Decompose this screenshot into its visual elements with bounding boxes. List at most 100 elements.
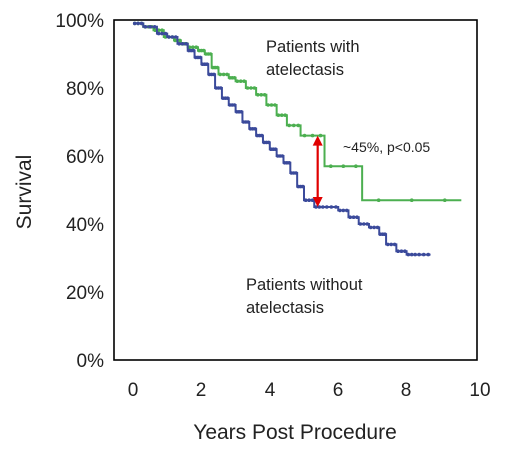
- censor-mark: [152, 25, 157, 29]
- censor-mark: [321, 205, 325, 209]
- censor-mark: [294, 171, 298, 175]
- y-tick-labels: 0% 20% 40% 60% 80% 100%: [55, 11, 104, 372]
- censor-mark: [184, 42, 188, 46]
- with-atelectasis-label-line1: Patients with: [266, 38, 360, 56]
- censor-mark: [156, 31, 161, 36]
- censor-mark: [208, 52, 213, 56]
- censor-mark: [348, 215, 352, 219]
- censor-mark: [325, 205, 329, 209]
- censor-mark: [177, 42, 181, 46]
- censor-mark: [212, 72, 216, 77]
- censor-mark: [338, 208, 342, 213]
- censor-mark: [417, 252, 421, 257]
- censor-mark: [191, 45, 195, 49]
- censor-mark: [170, 35, 175, 39]
- censor-mark: [260, 133, 264, 138]
- censor-mark: [341, 164, 346, 168]
- censor-mark: [249, 86, 253, 90]
- censor-mark: [354, 164, 358, 168]
- censor-mark: [132, 21, 137, 26]
- x-tick-labels: 0 2 4 6 8 10: [128, 380, 491, 401]
- censor-mark: [177, 38, 182, 43]
- censor-mark: [253, 127, 257, 131]
- x-tick-label: 2: [196, 380, 207, 401]
- censor-mark: [148, 25, 152, 29]
- censor-mark: [318, 133, 323, 138]
- censor-mark: [421, 252, 426, 257]
- censor-mark: [362, 222, 366, 226]
- y-tick-label: 60%: [66, 147, 104, 168]
- censor-mark: [372, 225, 376, 230]
- censor-mark: [232, 76, 237, 80]
- censor-mark: [143, 25, 148, 29]
- censor-mark: [355, 215, 359, 219]
- x-tick-label: 4: [265, 380, 276, 401]
- censor-mark: [191, 48, 196, 53]
- censor-mark: [403, 249, 407, 253]
- censor-mark: [239, 110, 244, 114]
- censor-mark: [201, 48, 206, 53]
- censor-mark: [279, 113, 284, 117]
- censor-mark: [365, 222, 370, 226]
- censor-mark: [266, 140, 271, 145]
- censor-mark: [218, 86, 223, 90]
- censor-mark: [235, 79, 240, 83]
- censor-mark: [194, 45, 199, 49]
- censor-mark: [329, 205, 334, 209]
- censor-mark: [266, 103, 270, 107]
- censor-mark: [269, 103, 274, 107]
- censor-mark: [383, 232, 387, 236]
- censor-mark: [301, 184, 305, 189]
- censor-mark: [215, 65, 220, 70]
- censor-mark: [225, 96, 230, 100]
- censor-mark: [273, 103, 277, 107]
- censor-mark: [426, 252, 431, 257]
- censor-mark: [198, 55, 203, 60]
- x-tick-label: 0: [128, 380, 139, 401]
- censor-mark: [442, 198, 447, 202]
- censor-mark: [399, 249, 404, 253]
- censor-mark: [392, 242, 397, 247]
- censor-mark: [296, 123, 301, 128]
- censor-mark: [180, 42, 185, 46]
- censor-mark: [256, 93, 260, 97]
- censor-mark: [225, 72, 229, 77]
- censor-mark: [205, 62, 209, 66]
- censor-mark: [344, 208, 349, 213]
- censor-mark: [334, 205, 338, 209]
- difference-arrow-head-up: [312, 135, 323, 146]
- censor-mark: [242, 79, 246, 83]
- censor-mark: [368, 225, 373, 230]
- plot-frame: [113, 19, 478, 361]
- censor-mark: [259, 93, 264, 97]
- censor-mark: [173, 35, 178, 39]
- censor-mark: [396, 249, 400, 253]
- y-tick-label: 20%: [66, 283, 104, 304]
- y-tick-label: 100%: [55, 11, 104, 32]
- censor-mark: [389, 242, 394, 247]
- censor-mark: [409, 198, 414, 202]
- censor-mark: [307, 198, 311, 202]
- censor-mark: [409, 252, 414, 257]
- censor-mark: [167, 35, 171, 39]
- censor-mark: [163, 31, 168, 36]
- without-atelectasis-label-line1: Patients without: [246, 276, 363, 294]
- without-atelectasis-label-line2: atelectasis: [246, 299, 324, 317]
- censor-mark: [245, 86, 250, 90]
- censor-mark: [287, 123, 291, 128]
- censor-mark: [375, 225, 380, 230]
- series-without: [132, 21, 431, 257]
- censor-mark: [413, 252, 417, 257]
- censor-mark: [273, 147, 278, 151]
- censor-mark: [314, 205, 318, 209]
- x-tick-label: 8: [401, 380, 412, 401]
- censor-mark: [302, 133, 307, 138]
- censor-mark: [358, 222, 363, 226]
- censor-mark: [221, 72, 226, 77]
- censor-mark: [238, 79, 243, 83]
- difference-arrow-head-down: [312, 197, 323, 207]
- censor-mark: [310, 198, 315, 202]
- y-tick-label: 0%: [77, 351, 105, 372]
- censor-mark: [139, 21, 144, 26]
